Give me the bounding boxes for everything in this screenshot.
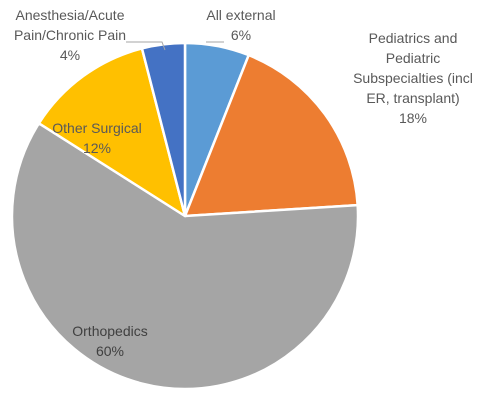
slice-label-line: Pain/Chronic Pain <box>14 27 126 43</box>
slice-label-line: 4% <box>60 47 80 63</box>
pie-slice-orthopedics <box>10 122 360 391</box>
slice-label-line: 18% <box>399 110 427 126</box>
slice-label-line: 12% <box>83 140 111 156</box>
slice-label-line: Anesthesia/Acute <box>16 7 125 23</box>
slice-label-line: Pediatrics and <box>369 30 458 46</box>
pie-slice-pediatrics <box>183 53 359 218</box>
pie-labels: All external 6% Pediatrics and Pediatric Sub… <box>14 7 473 359</box>
slice-label-line: Subspecialties (incl <box>353 70 473 86</box>
slice-label-line: 6% <box>231 27 251 43</box>
slice-label-anesthesia: Anesthesia/Acute Pain/Chronic Pain 4% <box>14 7 126 63</box>
pie-slice-other-surgical <box>37 47 187 218</box>
slice-label-orthopedics: Orthopedics 60% <box>72 323 147 359</box>
slice-label-line: Pediatric <box>386 50 440 66</box>
slice-label-line: 60% <box>96 343 124 359</box>
slice-label-line: Other Surgical <box>52 120 141 136</box>
slice-label-line: Orthopedics <box>72 323 147 339</box>
slice-label-line: ER, transplant) <box>366 90 459 106</box>
leader-line-anesthesia <box>126 41 166 51</box>
slice-label-all-external: All external 6% <box>206 7 275 43</box>
slice-label-other-surgical: Other Surgical 12% <box>52 120 141 156</box>
pie-slices <box>10 41 360 391</box>
slice-label-pediatrics: Pediatrics and Pediatric Subspecialties (i… <box>353 30 473 126</box>
slice-label-line: All external <box>206 7 275 23</box>
